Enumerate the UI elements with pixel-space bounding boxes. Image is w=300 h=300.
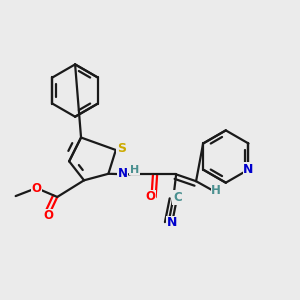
Text: N: N	[117, 167, 128, 180]
Text: N: N	[167, 216, 177, 229]
Text: C: C	[173, 191, 182, 204]
Text: H: H	[130, 165, 139, 175]
Text: H: H	[211, 184, 221, 196]
Text: O: O	[145, 190, 155, 203]
Text: S: S	[117, 142, 126, 155]
Text: O: O	[32, 182, 41, 194]
Text: O: O	[43, 209, 53, 223]
Text: N: N	[243, 163, 254, 176]
